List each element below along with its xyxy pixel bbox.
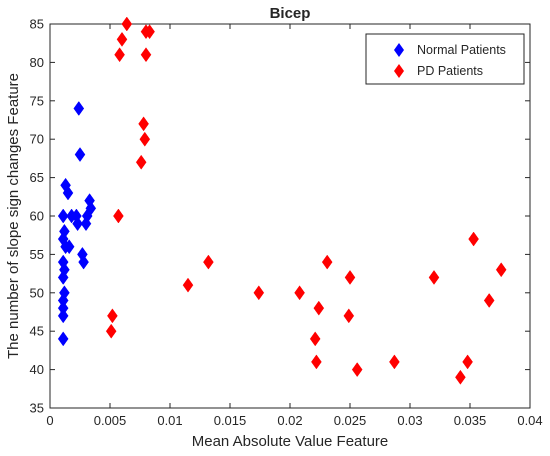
pd-patient-point bbox=[313, 300, 325, 316]
normal-patient-point bbox=[73, 101, 85, 116]
x-tick-label: 0.01 bbox=[157, 413, 182, 428]
y-tick-label: 45 bbox=[30, 324, 44, 339]
pd-patient-point bbox=[253, 285, 265, 301]
normal-patient-point bbox=[74, 147, 86, 162]
pd-patient-point bbox=[455, 369, 466, 385]
normal-patient-point bbox=[63, 239, 75, 255]
pd-patient-point bbox=[140, 47, 152, 63]
normal-patient-point bbox=[59, 223, 70, 239]
normal-patient-point bbox=[78, 254, 89, 270]
y-tick-label: 75 bbox=[30, 93, 44, 108]
normal-patient-point bbox=[57, 300, 69, 316]
y-tick-label: 55 bbox=[30, 247, 44, 262]
pd-patient-point bbox=[107, 308, 118, 324]
normal-patient-point bbox=[85, 200, 97, 216]
pd-patient-point bbox=[113, 208, 124, 224]
normal-patient-point bbox=[57, 254, 69, 270]
pd-patient-point bbox=[116, 31, 128, 47]
x-tick-label: 0.03 bbox=[397, 413, 422, 428]
pd-patient-point bbox=[389, 354, 400, 370]
y-tick-label: 70 bbox=[30, 132, 44, 147]
x-tick-label: 0 bbox=[46, 413, 53, 428]
y-tick-label: 65 bbox=[30, 170, 44, 185]
y-tick-label: 60 bbox=[30, 209, 44, 224]
pd-patient-point bbox=[311, 354, 322, 370]
y-tick-label: 80 bbox=[30, 55, 44, 70]
pd-patient-point bbox=[121, 16, 133, 32]
x-tick-label: 0.02 bbox=[277, 413, 302, 428]
normal-patient-point bbox=[57, 208, 69, 224]
plot-area: 0 0.005 0.01 0.015 0.02 0.025 0.03 0.035 0.04 35 4… bbox=[30, 17, 543, 429]
y-axis-label: The number of slope sign changes Feature bbox=[5, 73, 22, 359]
pd-patient-point bbox=[114, 47, 125, 63]
pd-patient-point bbox=[321, 254, 333, 270]
legend-marker-pd bbox=[394, 64, 404, 78]
pd-patient-point bbox=[203, 254, 214, 270]
pd-patient-point bbox=[468, 231, 479, 247]
legend-box bbox=[365, 33, 525, 85]
legend-label-pd: PD Patients bbox=[417, 64, 483, 78]
y-tick-label: 85 bbox=[30, 17, 44, 32]
pd-patient-point bbox=[495, 262, 507, 278]
normal-patient-point bbox=[62, 185, 74, 201]
legend-marker-normal bbox=[394, 43, 404, 57]
normal-patient-point bbox=[59, 285, 70, 301]
pd-patient-point bbox=[344, 270, 356, 285]
pd-patient-point bbox=[483, 293, 495, 308]
pd-patient-point bbox=[351, 362, 363, 378]
pd-patient-point bbox=[138, 116, 149, 132]
y-tick-label: 40 bbox=[30, 362, 44, 377]
x-axis-label: Mean Absolute Value Feature bbox=[192, 433, 389, 450]
pd-patient-point bbox=[462, 354, 473, 370]
x-tick-label: 0.005 bbox=[94, 413, 127, 428]
normal-patient-point bbox=[57, 308, 69, 324]
pd-patient-point bbox=[294, 285, 305, 301]
pd-patient-point bbox=[139, 131, 151, 147]
x-tick-label: 0.035 bbox=[454, 413, 487, 428]
pd-patient-point bbox=[144, 24, 155, 40]
chart-title: Bicep bbox=[270, 5, 311, 22]
pd-patient-point bbox=[428, 270, 440, 285]
normal-patient-point bbox=[57, 331, 69, 347]
pd-patient-point bbox=[309, 331, 321, 347]
pd-patient-point bbox=[135, 154, 147, 170]
pd-patient-point bbox=[105, 323, 117, 339]
x-tick-label: 0.04 bbox=[517, 413, 542, 428]
legend-label-normal: Normal Patients bbox=[417, 43, 506, 57]
legend: Normal Patients PD Patients bbox=[365, 33, 525, 85]
pd-patient-point bbox=[182, 277, 194, 293]
y-tick-label: 35 bbox=[30, 401, 44, 416]
x-tick-label: 0.015 bbox=[214, 413, 247, 428]
pd-patient-point bbox=[343, 308, 355, 324]
normal-patient-point bbox=[72, 216, 83, 232]
y-tick-label: 50 bbox=[30, 285, 44, 300]
x-tick-label: 0.025 bbox=[334, 413, 367, 428]
